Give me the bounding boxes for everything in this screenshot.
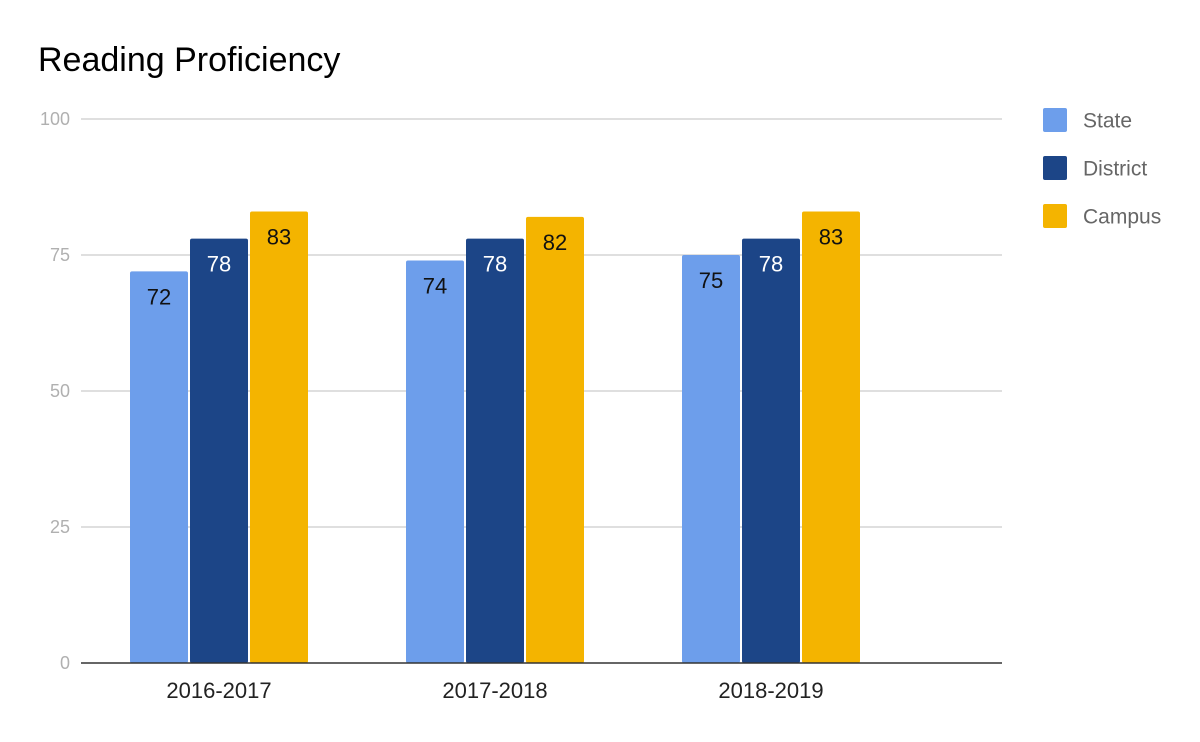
legend-label-campus: Campus [1083, 206, 1161, 229]
data-label: 72 [147, 284, 171, 309]
legend-swatch-campus [1043, 204, 1067, 228]
y-tick-label: 50 [50, 381, 70, 401]
bar-state-2016-2017 [130, 271, 188, 663]
x-tick-label: 2017-2018 [442, 678, 547, 703]
legend: State District Campus [1043, 108, 1161, 229]
legend-swatch-district [1043, 156, 1067, 180]
data-label: 83 [819, 224, 843, 249]
legend-swatch-state [1043, 108, 1067, 132]
data-label: 78 [483, 252, 507, 277]
x-tick-label: 2018-2019 [718, 678, 823, 703]
y-axis-ticks: 0 25 50 75 100 [40, 109, 70, 673]
data-label: 78 [759, 252, 783, 277]
bar-campus-2016-2017 [250, 211, 308, 664]
data-label: 78 [207, 252, 231, 277]
bar-value-labels: 72 78 83 74 78 82 75 78 83 [147, 224, 843, 309]
data-label: 75 [699, 268, 723, 293]
bar-district-2016-2017 [190, 238, 248, 663]
y-tick-label: 75 [50, 245, 70, 265]
bar-district-2018-2019 [742, 238, 800, 663]
data-label: 83 [267, 224, 291, 249]
chart-title: Reading Proficiency [38, 41, 340, 79]
bar-campus-2018-2019 [802, 211, 860, 664]
bar-state-2018-2019 [682, 255, 740, 663]
y-tick-label: 0 [60, 653, 70, 673]
legend-label-district: District [1083, 158, 1147, 181]
x-axis-ticks: 2016-2017 2017-2018 2018-2019 [166, 678, 823, 703]
bar-campus-2017-2018 [526, 216, 584, 664]
bar-state-2017-2018 [406, 260, 464, 663]
y-tick-label: 100 [40, 109, 70, 129]
bar-district-2017-2018 [466, 238, 524, 663]
data-label: 74 [423, 273, 447, 298]
x-tick-label: 2016-2017 [166, 678, 271, 703]
legend-label-state: State [1083, 110, 1132, 133]
bars [130, 211, 860, 664]
y-tick-label: 25 [50, 517, 70, 537]
data-label: 82 [543, 230, 567, 255]
